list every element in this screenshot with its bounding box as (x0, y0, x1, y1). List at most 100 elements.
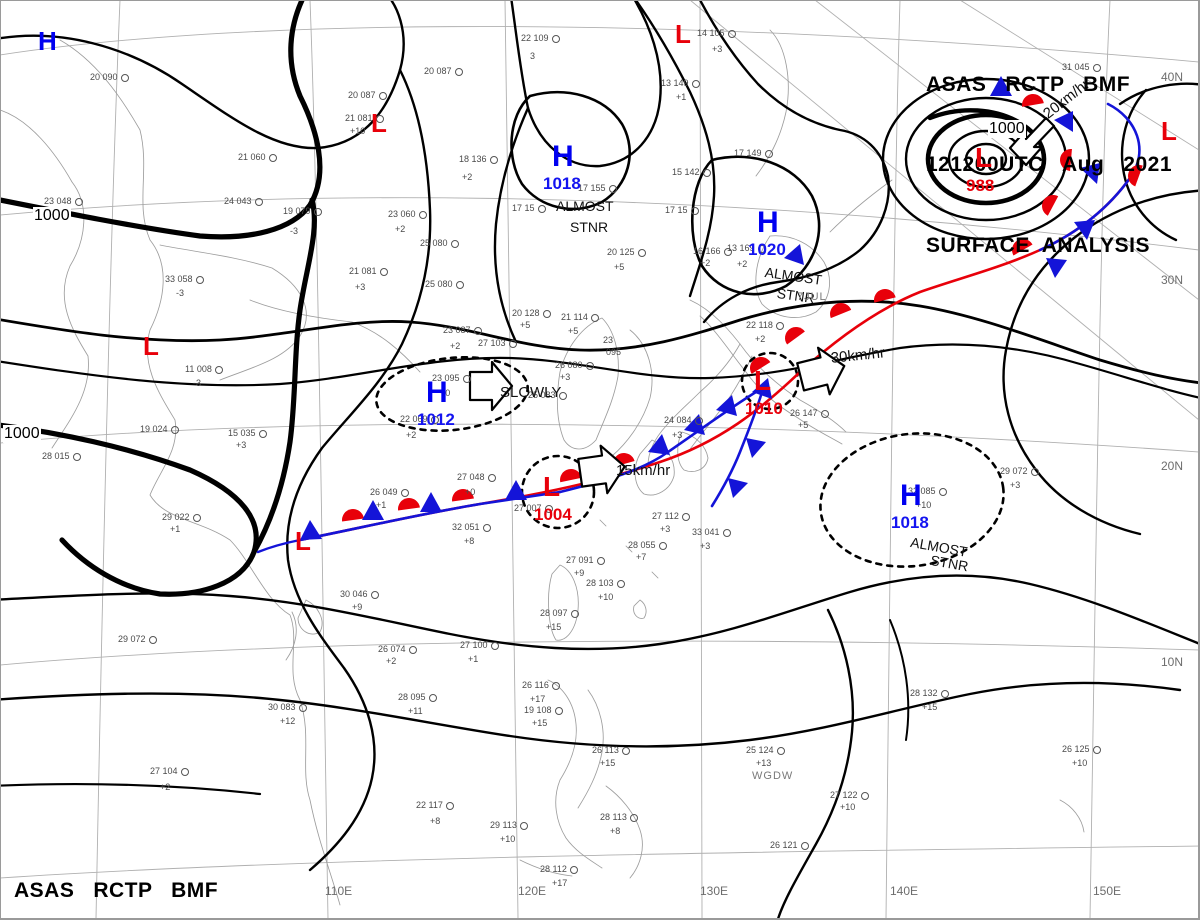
station-plot: +12 (280, 716, 296, 726)
station-plot: +10 (840, 802, 856, 812)
station-circle-icon (214, 365, 223, 374)
pressure-center-l-4: L (754, 365, 772, 396)
station-circle-icon (313, 207, 322, 216)
station-plot: 29 113 (490, 820, 528, 830)
pressure-center-l-0: L (975, 142, 993, 173)
title-block-bottom: ASAS RCTP BMF 121200UTC Aug 2021 SURFACE… (14, 824, 260, 920)
station-circle-icon (370, 590, 379, 599)
station-circle-icon (775, 321, 784, 330)
station-plot: +2 (395, 224, 406, 234)
station-circle-icon (482, 523, 491, 532)
station-plot: +2 (737, 259, 748, 269)
station-plot: 30 046 (340, 589, 379, 599)
map-symbol-l-2: L (675, 19, 691, 49)
station-circle-icon (590, 313, 599, 322)
station-plot: +10 (598, 592, 614, 602)
station-plot: +3 (560, 372, 571, 382)
lon-label-2: 130E (700, 884, 729, 898)
lat-label-2: 20N (1161, 459, 1184, 473)
station-plot: 29 022 (162, 512, 201, 522)
station-plot: +2 (450, 341, 461, 351)
station-plot: +8 (464, 536, 475, 546)
station-plot: 27 007 (514, 503, 553, 513)
station-plot: +3 (236, 440, 247, 450)
station-circle-icon (418, 210, 427, 219)
station-plot: 26 074 (378, 644, 417, 654)
station-circle-icon (629, 813, 638, 822)
station-plot: 22 069 (400, 414, 439, 424)
station-plot: 19 108 (524, 705, 563, 715)
station-plot: 27 104 (150, 766, 189, 776)
station-plot: 15 035 (228, 428, 267, 438)
station-circle-icon (195, 275, 204, 284)
station-plot: 20 128 (512, 308, 551, 318)
station-plot: 17 149 (734, 148, 773, 158)
station-circle-icon (681, 512, 690, 521)
station-circle-icon (170, 425, 179, 434)
station-plot: 22 109 (521, 33, 560, 43)
station-circle-icon (455, 280, 464, 289)
station-circle-icon (487, 473, 496, 482)
station-plot: 27 122 (830, 790, 869, 800)
station-circle-icon (508, 339, 517, 348)
station-plot: 3 (530, 51, 536, 61)
isobar-label: 1000 (3, 425, 41, 443)
station-plot: 18 136 (459, 154, 498, 164)
map-symbol-l-5: L (295, 526, 311, 556)
station-plot: 21 114 (561, 312, 599, 322)
station-circle-icon (569, 865, 578, 874)
station-plot: +0 (440, 388, 451, 398)
station-plot: +8 (610, 826, 621, 836)
map-symbol-h-0: H (38, 26, 57, 56)
pressure-value-5: 1004 (534, 505, 572, 524)
isobar-label: 1000 (988, 120, 1026, 138)
station-plot: +2 (160, 782, 171, 792)
station-circle-icon (608, 184, 617, 193)
station-plot: +5 (520, 320, 531, 330)
station-circle-icon (192, 513, 201, 522)
station-circle-icon (254, 197, 263, 206)
station-circle-icon (616, 579, 625, 588)
station-plot: 33 058 (165, 274, 204, 284)
station-plot: 23 060 (388, 209, 427, 219)
motion-label-3: SLOWLY (500, 384, 562, 401)
station-circle-icon (489, 155, 498, 164)
station-plot: 26 121 (770, 840, 809, 850)
station-plot: 20 087 (348, 90, 387, 100)
station-plot: +15 (532, 718, 548, 728)
station-plot: 20 090 (90, 72, 129, 82)
station-circle-icon (694, 416, 703, 425)
station-plot: 28 055 (628, 540, 667, 550)
motion-arrows (468, 116, 1056, 495)
pressure-value-3: 1012 (417, 410, 455, 429)
station-plot: +17 (552, 878, 568, 888)
pressure-center-h-2: H (757, 206, 779, 239)
station-circle-icon (938, 487, 947, 496)
station-plot: 11 008 (185, 364, 223, 374)
station-plot: +2 (462, 172, 473, 182)
title-top-line2: 121200UTC Aug 2021 (926, 153, 1172, 177)
station-plot: 28 113 (600, 812, 638, 822)
station-plot: +15 (546, 622, 562, 632)
station-plot: 17 15 (512, 203, 546, 213)
pressure-value-0: 988 (966, 176, 995, 195)
station-plot: 22 118 (746, 320, 784, 330)
station-plot: 27 100 (460, 640, 499, 650)
station-circle-icon (454, 67, 463, 76)
lat-label-1: 30N (1161, 273, 1184, 287)
stationarity-note-1: STNR (570, 219, 609, 235)
station-plot: +10 (1072, 758, 1088, 768)
station-plot: 19 024 (140, 424, 179, 434)
station-plot: 19 079 (283, 206, 322, 216)
pressure-center-h-1: H (552, 140, 574, 173)
pressure-value-4: 1010 (745, 399, 783, 418)
station-circle-icon (445, 801, 454, 810)
station-plot: 17 15 (665, 205, 699, 215)
station-plot: +5 (614, 262, 625, 272)
station-plot: +3 (712, 44, 723, 54)
motion-arrow-l1004 (577, 444, 626, 495)
stationarity-note-0: ALMOST (556, 198, 614, 214)
station-circle-icon (430, 415, 439, 424)
